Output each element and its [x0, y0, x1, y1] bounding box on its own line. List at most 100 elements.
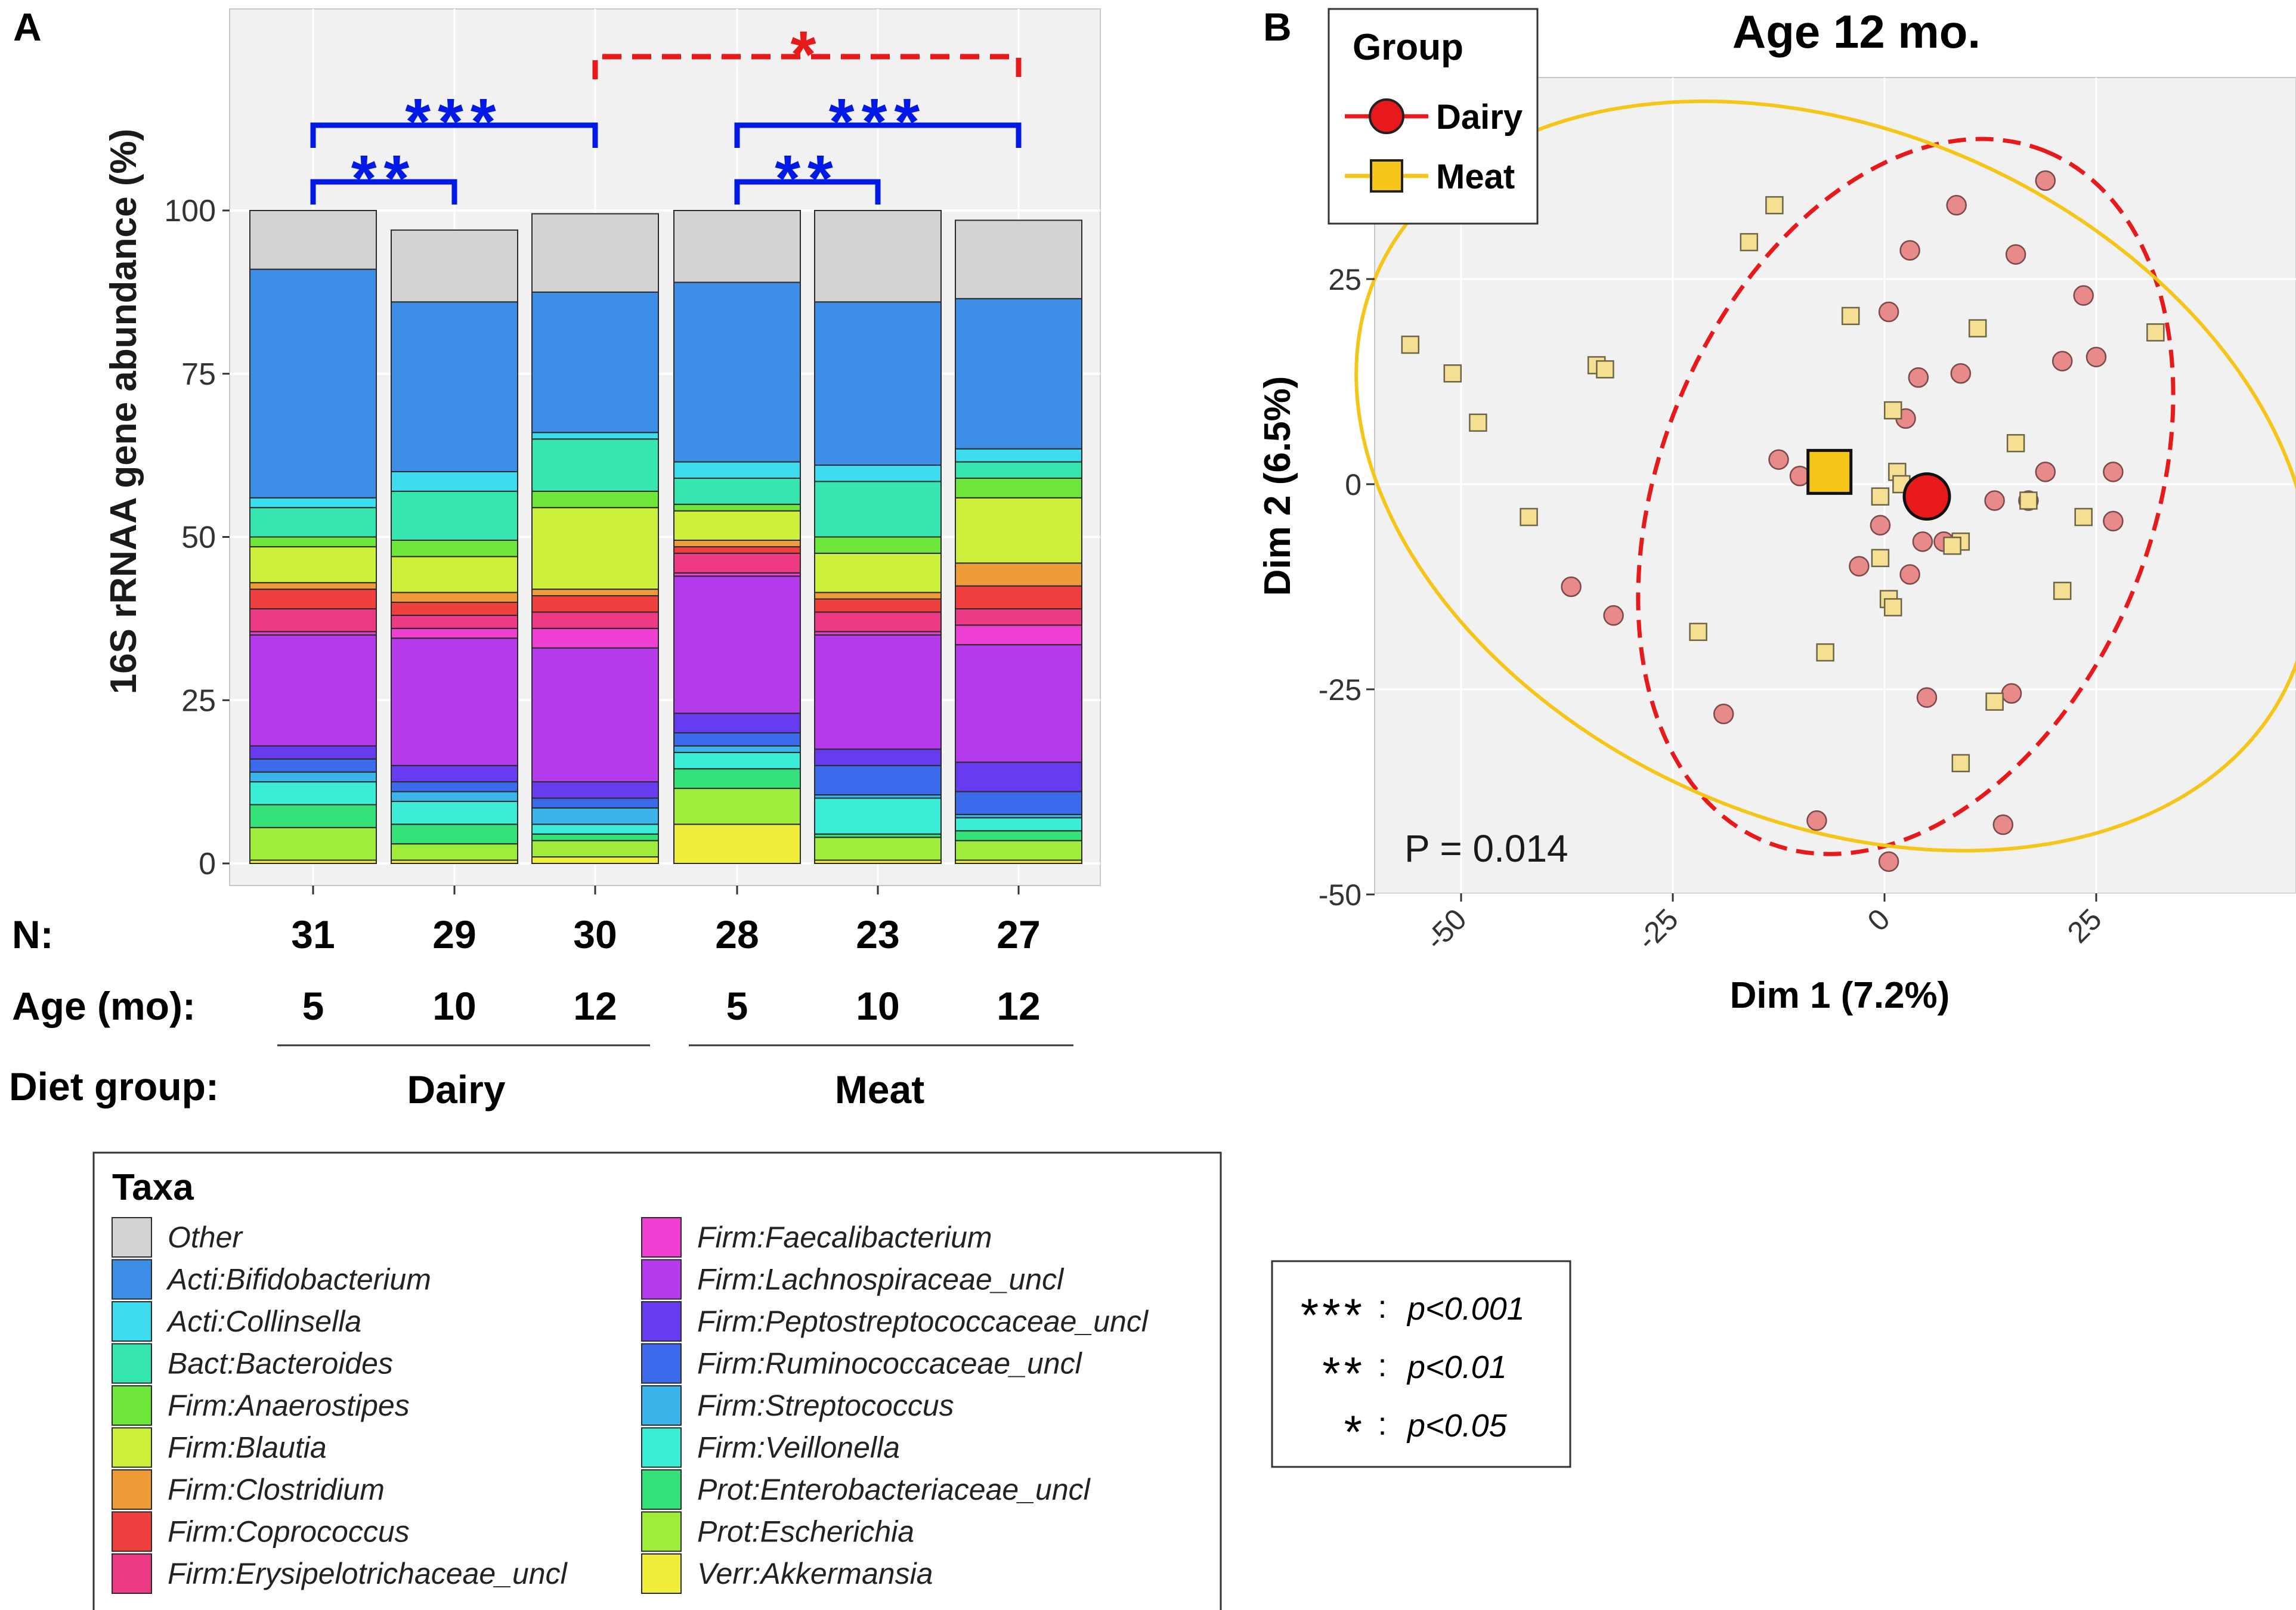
taxa-label: Acti:Collinsella [166, 1305, 361, 1338]
bar-segment-bact-bacteroides [955, 461, 1082, 479]
bar-segment-firm-faecalibacterium [531, 627, 659, 649]
dairy-point [1899, 564, 1920, 585]
meat-point [1841, 306, 1860, 326]
bar-segment-firm-coprococcus [391, 602, 518, 616]
bar-segment-prot-enterobacteriaceae-uncl [249, 804, 377, 828]
diet-group-meat: Meat [835, 1067, 924, 1111]
bar-segment-prot-enterobacteriaceae-uncl [391, 823, 518, 845]
bar-segment-firm-clostridium [955, 562, 1082, 587]
dairy-point [1908, 367, 1929, 388]
bar-segment-firm-veillonella [955, 817, 1082, 832]
bar-segment-firm-streptococcus [531, 807, 659, 825]
taxa-swatch-firm-lachnospiraceae-uncl [641, 1259, 682, 1300]
bar-segment-firm-clostridium [814, 592, 942, 600]
bar-segment-prot-enterobacteriaceae-uncl [673, 768, 801, 789]
bar-segment-firm-lachnospiraceae-uncl [955, 644, 1082, 763]
bar-segment-firm-erysipelotrichaceae-uncl [955, 608, 1082, 626]
dairy-point [2035, 170, 2056, 191]
bar-segment-firm-lachnospiraceae-uncl [673, 575, 801, 714]
meat-point [1883, 401, 1902, 420]
taxa-label: Bact:Bacteroides [168, 1347, 393, 1380]
taxa-swatch-firm-blautia [112, 1427, 152, 1468]
bar-segment-firm-anaerostipes [673, 503, 801, 512]
bar-segment-firm-anaerostipes [814, 536, 942, 554]
bar-segment-firm-anaerostipes [955, 477, 1082, 499]
dairy-centroid [1902, 472, 1951, 521]
significance-bracket [592, 54, 1022, 79]
dairy-legend-label: Dairy [1436, 98, 1523, 137]
bar-segment-prot-escherichia [955, 840, 1082, 861]
bar-segment-prot-escherichia [391, 843, 518, 861]
dairy-point [1768, 449, 1789, 470]
bar-segment-firm-peptostreptococcaceae-uncl [249, 745, 377, 760]
dairy-point [2051, 351, 2073, 371]
bar-segment-other [391, 229, 518, 303]
stacked-bars [249, 210, 1082, 865]
bar-segment-firm-coprococcus [531, 595, 659, 613]
taxa-swatch-prot-enterobacteriaceae-uncl [641, 1469, 682, 1510]
bar-segment-firm-blautia [955, 497, 1082, 564]
bar-segment-bact-bacteroides [391, 490, 518, 541]
significance-bracket [310, 179, 457, 205]
bar-segment-firm-erysipelotrichaceae-uncl [249, 608, 377, 633]
bar-segment-firm-erysipelotrichaceae-uncl [531, 611, 659, 629]
dairy-point [1912, 531, 1933, 552]
taxa-legend-title: Taxa [112, 1167, 194, 1208]
taxa-swatch-bact-bacteroides [112, 1343, 152, 1384]
bar-segment-firm-erysipelotrichaceae-uncl [814, 611, 942, 633]
bar-segment-other [531, 213, 659, 293]
significance-brackets: *********** [310, 18, 1022, 215]
taxa-label: Prot:Escherichia [697, 1515, 914, 1549]
bar-segment-acti-bifidobacterium [391, 301, 518, 472]
meat-point [1943, 536, 1961, 555]
meat-ellipse [1354, 99, 2296, 853]
bar-segment-acti-collinsella [391, 471, 518, 492]
bar-segment-firm-ruminococcaceae-uncl [249, 758, 377, 773]
dairy-point [1878, 851, 1899, 872]
significance-legend-stars: ** [1322, 1347, 1366, 1400]
bar-segment-acti-bifidobacterium [249, 268, 377, 499]
bar-segment-acti-bifidobacterium [955, 298, 1082, 450]
bar-segment-firm-lachnospiraceae-uncl [391, 637, 518, 766]
taxa-swatch-other [112, 1217, 152, 1258]
x-tick-label: 0 [1861, 902, 1896, 937]
taxa-label: Firm:Peptostreptococcaceae_uncl [697, 1305, 1149, 1338]
bar-segment-other [249, 210, 377, 270]
bar-segment-firm-ruminococcaceae-uncl [955, 791, 1082, 815]
dairy-point [1849, 556, 1870, 577]
dairy-point [1992, 814, 2014, 835]
significance-legend-label: p<0.001 [1406, 1291, 1525, 1327]
taxa-label: Firm:Anaerostipes [168, 1389, 410, 1422]
age-value: 10 [432, 984, 476, 1028]
n-row-label: N: [12, 912, 54, 956]
bar-segment-acti-bifidobacterium [814, 301, 942, 466]
bar-segment-bact-bacteroides [814, 481, 942, 538]
meat-point [1871, 549, 1890, 568]
bar-segment-firm-erysipelotrichaceae-uncl [391, 614, 518, 629]
dairy-point [1878, 301, 1899, 323]
taxa-swatch-firm-peptostreptococcaceae-uncl [641, 1301, 682, 1342]
age-value: 10 [856, 984, 899, 1028]
y-tick-label: 0 [199, 847, 216, 881]
meat-point [1596, 360, 1614, 379]
significance-legend-separator: : [1378, 1348, 1387, 1383]
bar-segment-firm-veillonella [391, 800, 518, 825]
bar-segment-firm-peptostreptococcaceae-uncl [955, 761, 1082, 792]
dairy-point [1603, 605, 1624, 626]
bar-segment-firm-anaerostipes [249, 536, 377, 547]
taxa-swatch-firm-veillonella [641, 1427, 682, 1468]
meat-point [1871, 487, 1890, 506]
confidence-ellipses [1354, 99, 2296, 856]
meat-point [1520, 507, 1538, 527]
significance-legend-separator: : [1378, 1289, 1387, 1325]
dairy-ellipse [1636, 137, 2176, 856]
significance-legend-label: p<0.01 [1406, 1349, 1507, 1385]
meat-point [1765, 196, 1784, 215]
scatter-points [1401, 170, 2165, 872]
taxa-label: Acti:Bifidobacterium [166, 1263, 431, 1296]
group-centroids [1806, 448, 1951, 521]
panel-b-x-axis-label: Dim 1 (7.2%) [1730, 975, 1950, 1016]
meat-point [1740, 233, 1759, 252]
bar-segment-verr-akkermansia [531, 856, 659, 865]
taxa-label: Firm:Blautia [168, 1431, 327, 1465]
